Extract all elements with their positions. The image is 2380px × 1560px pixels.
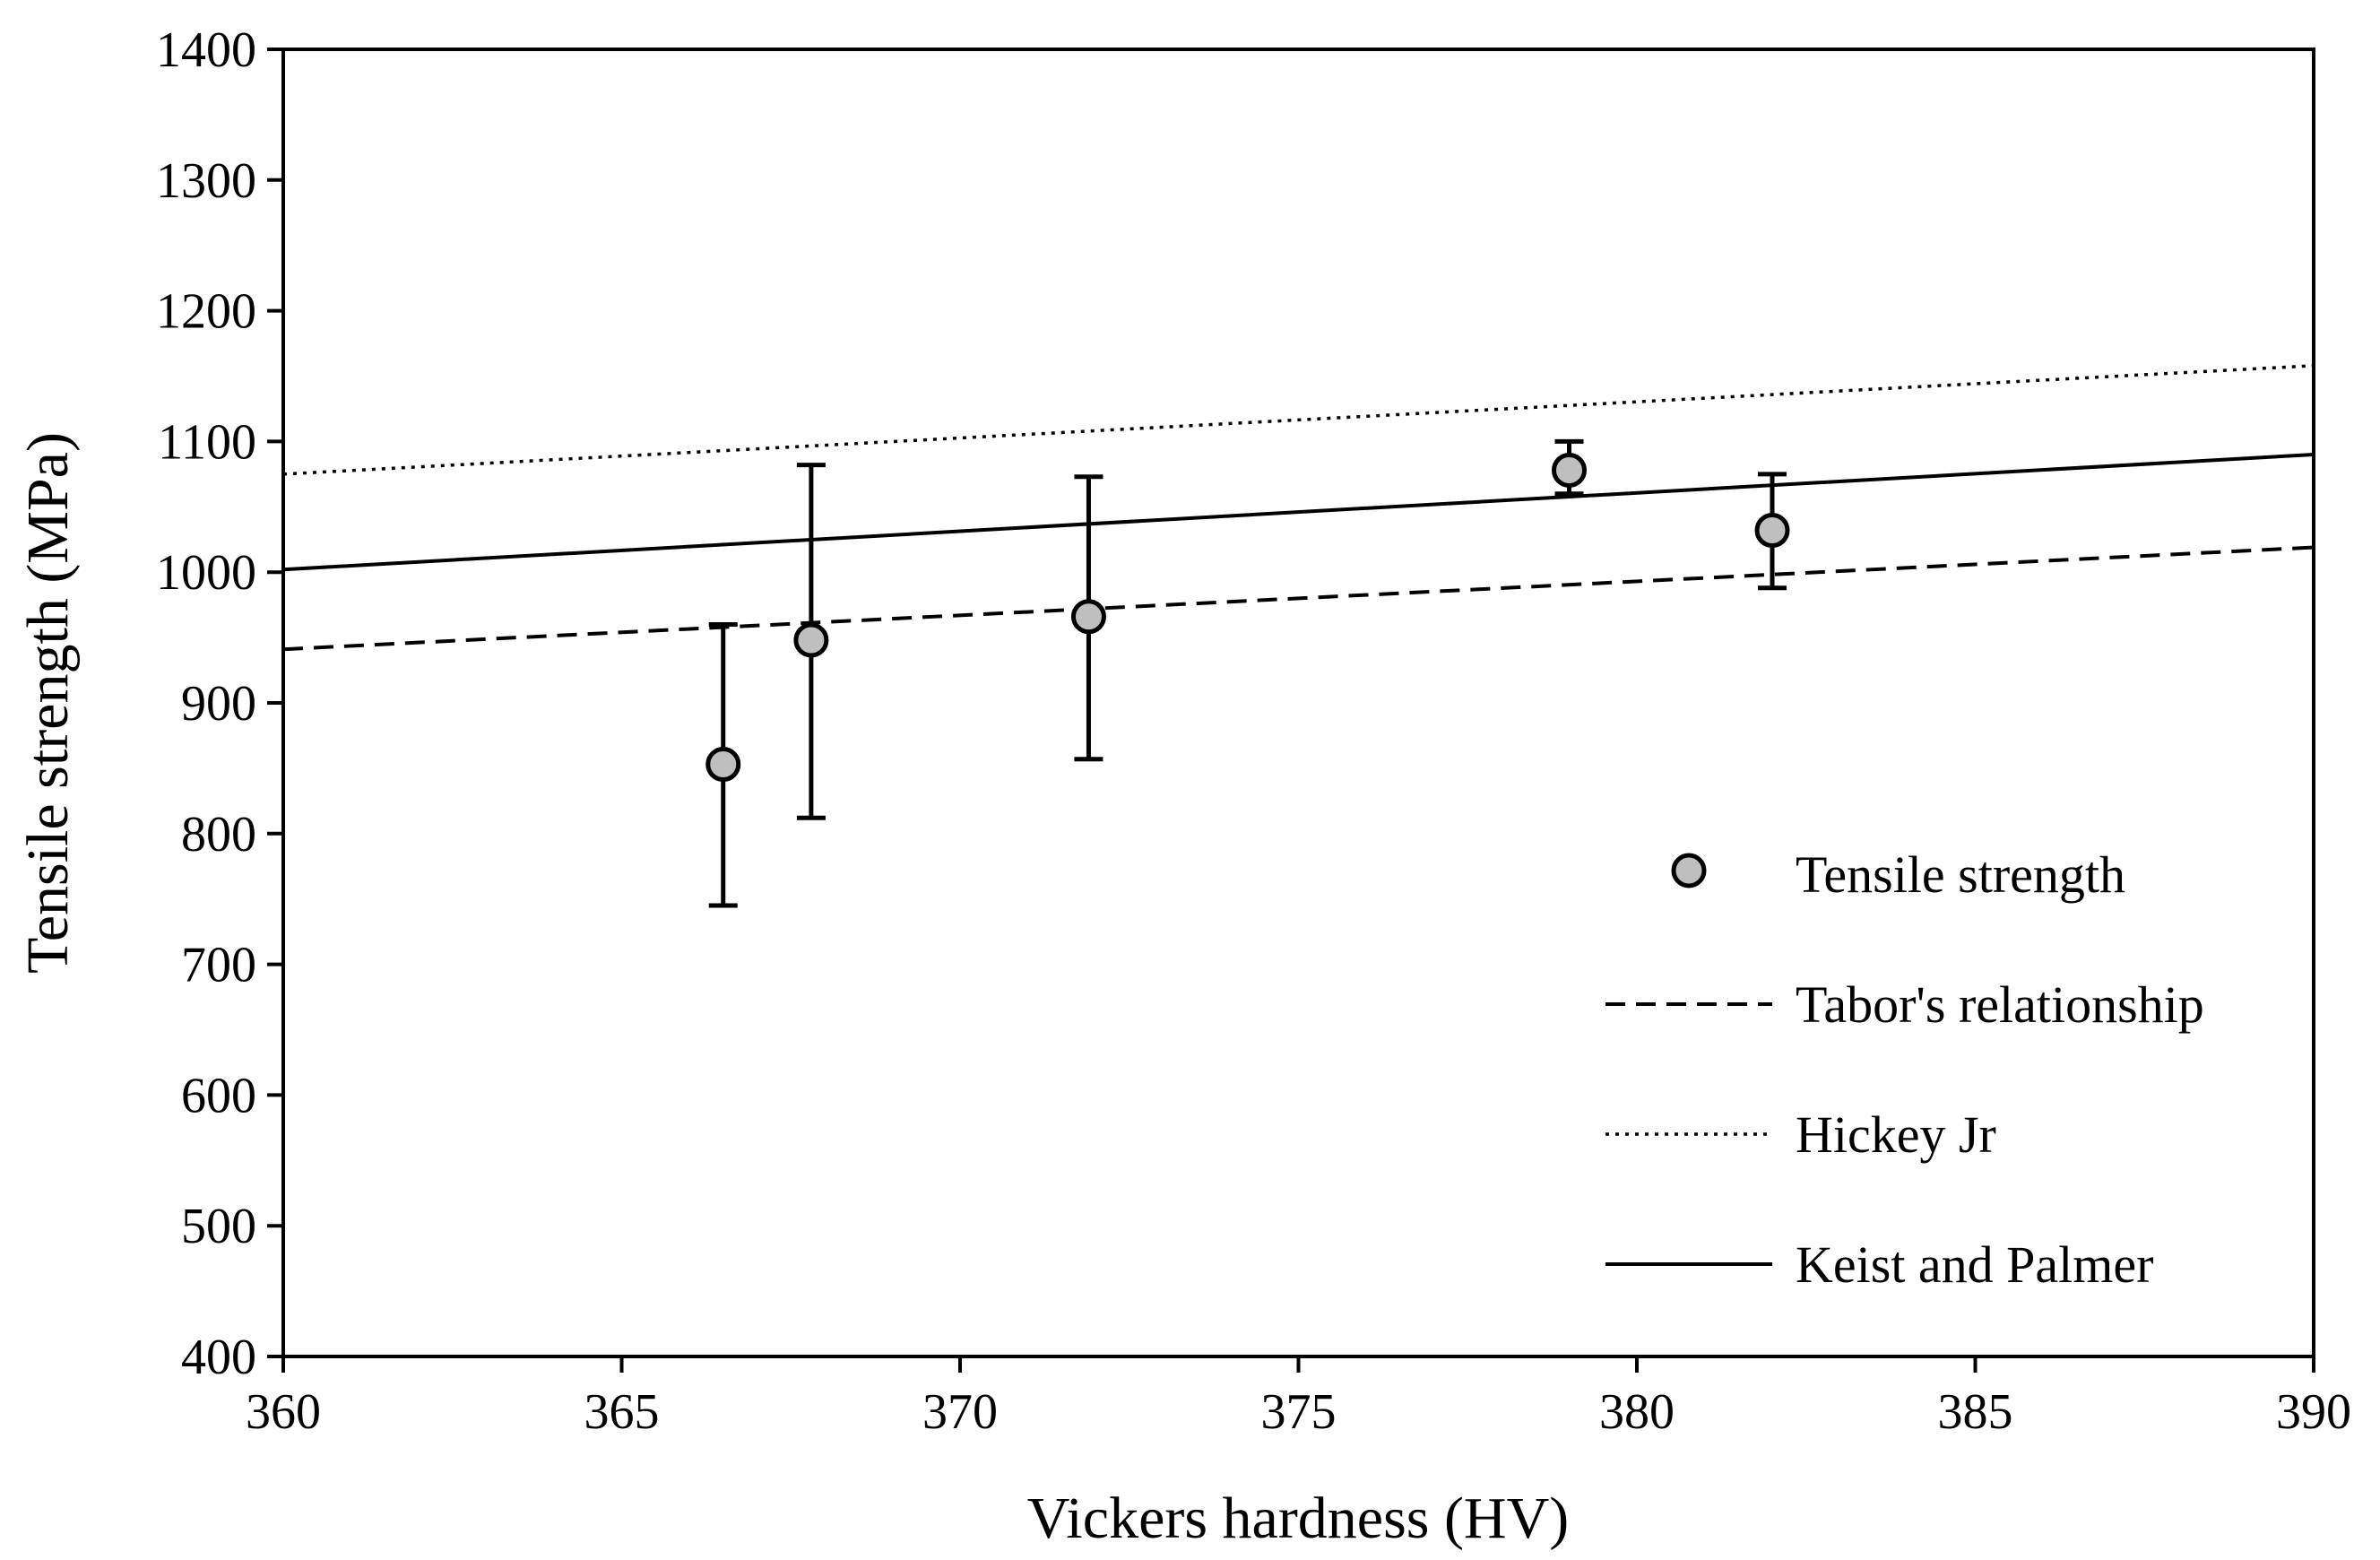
data-point — [1552, 452, 1587, 488]
legend-label-hickey-jr: Hickey Jr — [1796, 1105, 1996, 1164]
y-tick-label: 1100 — [158, 414, 256, 470]
error-bars — [708, 438, 1787, 908]
legend: Tensile strength Tabor's relationship Hick… — [1605, 845, 2204, 1294]
data-point — [705, 747, 741, 783]
line-hickey-jr — [282, 364, 2315, 476]
x-tick-label: 370 — [922, 1384, 998, 1440]
fit-lines — [282, 364, 2315, 652]
y-tick-label: 1400 — [156, 22, 256, 78]
data-point — [1070, 599, 1106, 635]
x-tick-label: 375 — [1261, 1384, 1337, 1440]
x-tick-label: 380 — [1599, 1384, 1675, 1440]
y-tick-label: 800 — [181, 807, 256, 862]
y-tick-label: 1300 — [156, 153, 256, 209]
x-tick-label: 390 — [2276, 1384, 2351, 1440]
y-tick-label: 400 — [181, 1330, 256, 1385]
legend-label-tensile-strength: Tensile strength — [1796, 845, 2125, 904]
line-tabor-s-relationship — [282, 545, 2315, 652]
y-axis-ticks: 400 500 600 700 800 900 1000 1100 1200 1300 1400 — [156, 22, 283, 1385]
x-axis-ticks: 360 365 370 375 380 385 390 — [246, 1356, 2351, 1440]
y-tick-label: 1200 — [156, 284, 256, 340]
x-tick-label: 365 — [584, 1384, 660, 1440]
legend-label-keist-and-palmer: Keist and Palmer — [1796, 1235, 2153, 1294]
y-tick-label: 1000 — [156, 545, 256, 601]
data-point — [1754, 513, 1790, 549]
data-point — [793, 622, 829, 658]
line-keist-and-palmer — [282, 452, 2315, 572]
y-tick-label: 900 — [181, 676, 256, 732]
y-tick-label: 500 — [181, 1199, 256, 1254]
y-tick-label: 600 — [181, 1068, 256, 1123]
y-axis-title: Tensile strength (MPa) — [15, 432, 81, 974]
data-points — [705, 452, 1790, 783]
y-tick-label: 700 — [181, 938, 256, 993]
x-tick-label: 385 — [1938, 1384, 2013, 1440]
plot-frame — [281, 48, 2315, 1358]
x-tick-label: 360 — [246, 1384, 321, 1440]
x-axis-title: Vickers hardness (HV) — [1027, 1486, 1570, 1551]
legend-marker-tensile-strength — [1671, 853, 1707, 888]
legend-label-tabor-s-relationship: Tabor's relationship — [1796, 975, 2204, 1034]
